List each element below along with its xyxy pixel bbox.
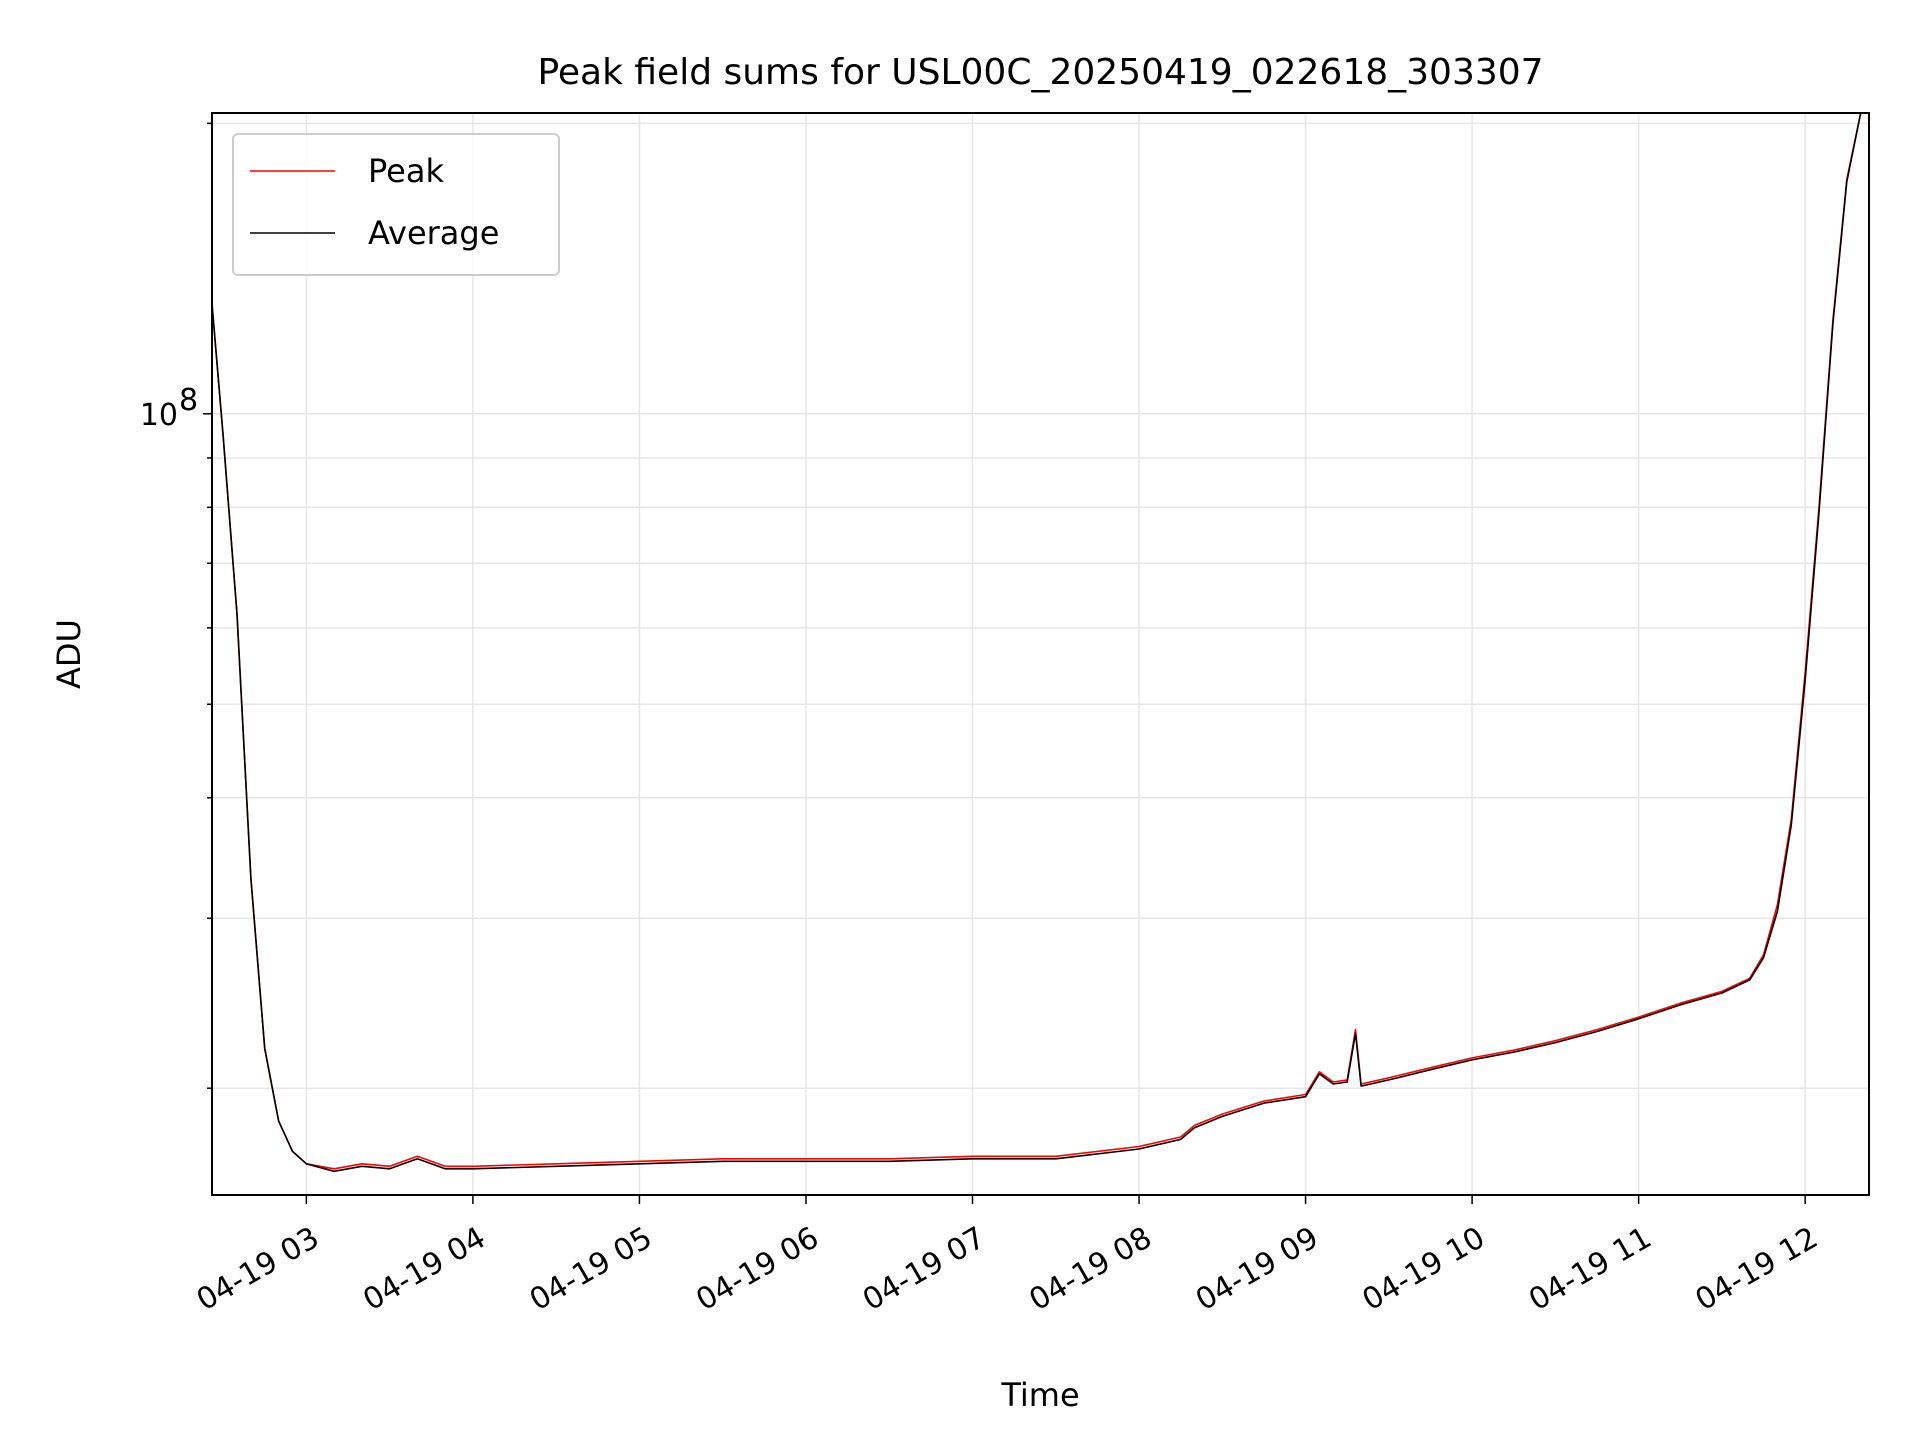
y-tick-label: 10 8 [140, 383, 198, 433]
legend-label-average: Average [368, 214, 499, 252]
y-tick-label-exponent: 8 [179, 383, 198, 418]
y-axis-label: ADU [50, 619, 88, 689]
series-line-average [212, 113, 1869, 1173]
grid [212, 113, 1869, 1195]
series-layer [212, 113, 1869, 1173]
legend-label-peak: Peak [368, 152, 444, 190]
y-tick-label-base: 10 [140, 398, 178, 433]
plot-frame [211, 112, 1870, 1196]
series-line-peak [212, 113, 1869, 1170]
y-axis: 10 8 [140, 122, 212, 1089]
legend: Peak Average [232, 133, 560, 276]
legend-box [232, 133, 560, 276]
x-axis-label: Time [1000, 1376, 1079, 1414]
chart-title: Peak field sums for USL00C_20250419_0226… [537, 52, 1543, 93]
